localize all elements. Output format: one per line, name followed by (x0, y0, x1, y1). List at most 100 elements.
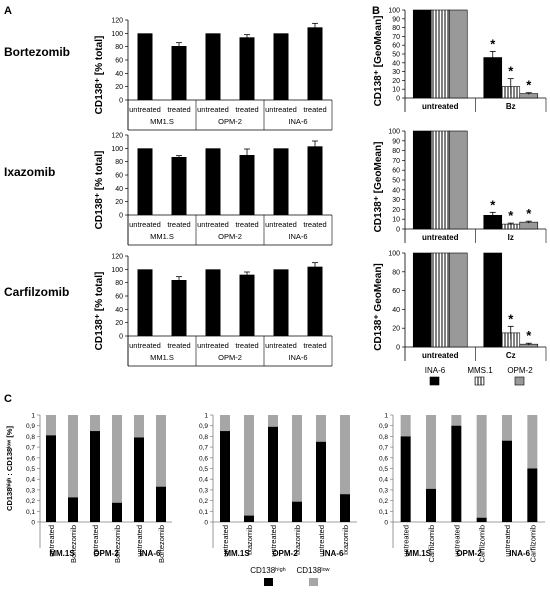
bar-cd138-low (400, 415, 411, 437)
bar (307, 266, 323, 336)
y-tick-label: 0 (31, 520, 35, 527)
condition-label: treated (303, 105, 326, 114)
bar-cd138-high (426, 488, 436, 522)
group-label: INA-6 (509, 549, 530, 558)
y-tick-label: 0,2 (26, 498, 35, 505)
y-tick-label: 0,4 (26, 477, 35, 484)
category-label: untreated (269, 525, 278, 557)
y-tick-label: 0,5 (26, 466, 35, 473)
y-tick-label: 100 (388, 8, 400, 15)
y-tick-label: 0,3 (199, 487, 208, 494)
y-tick-label: 30 (392, 69, 400, 76)
bar-cd138-high (156, 486, 166, 522)
bar-ina-6 (412, 9, 432, 99)
bar (239, 37, 255, 100)
y-tick-label: 80 (392, 269, 400, 276)
category-label: Carfilzomib (528, 525, 537, 563)
group-label: OPM-2 (93, 549, 119, 558)
y-tick-label: 0,7 (26, 445, 35, 452)
bar-cd138-low (46, 415, 56, 436)
y-tick-label: 40 (115, 71, 123, 78)
y-tick-label: 0,5 (199, 466, 208, 473)
y-tick-label: 20 (392, 326, 400, 333)
bar-cd138-high (316, 441, 326, 522)
condition-label: untreated (129, 341, 161, 350)
condition-label: treated (235, 341, 258, 350)
bar-cd138-high (476, 517, 487, 522)
y-tick-label: 90 (392, 16, 400, 23)
category-label: Bortezomib (69, 525, 78, 563)
y-tick-label: 40 (392, 60, 400, 67)
bar-cd138-low (476, 415, 487, 518)
bar-mms-1 (430, 130, 450, 230)
y-tick-label: 0,6 (379, 455, 388, 462)
y-tick-label: 20 (392, 207, 400, 214)
y-tick-label: 70 (392, 158, 400, 165)
y-tick-label: 0,3 (26, 487, 35, 494)
y-tick-label: 100 (388, 251, 400, 258)
y-tick-label: 0,9 (26, 423, 35, 430)
bar (239, 155, 255, 215)
y-tick-label: 80 (115, 280, 123, 287)
y-tick-label: 20 (392, 78, 400, 85)
y-tick-label: 100 (111, 31, 123, 38)
bar (205, 269, 221, 336)
condition-label: untreated (129, 220, 161, 229)
y-tick-label: 40 (115, 186, 123, 193)
y-tick-label: 10 (392, 87, 400, 94)
condition-label: untreated (265, 341, 297, 350)
y-tick-label: 120 (111, 18, 123, 25)
category-label: untreated (221, 525, 230, 557)
significance-star: * (490, 197, 496, 212)
row-title: Bortezomib (4, 45, 70, 59)
bar-cd138-high (46, 435, 56, 522)
y-tick-label: 120 (111, 133, 123, 140)
bar (171, 157, 187, 215)
group-label: INA-6 (288, 353, 307, 362)
y-tick-label: 0,4 (379, 477, 388, 484)
y-tick-label: 0 (396, 227, 400, 234)
y-tick-label: 80 (392, 25, 400, 32)
y-tick-label: 0,8 (379, 434, 388, 441)
category-label: Bortezomib (113, 525, 122, 563)
y-tick-label: 0,9 (379, 423, 388, 430)
condition-label: untreated (197, 220, 229, 229)
significance-star: * (490, 36, 496, 51)
condition-label: untreated (197, 341, 229, 350)
y-tick-label: 0,9 (199, 423, 208, 430)
row-title: Ixazomib (4, 165, 55, 179)
significance-star: * (508, 64, 514, 79)
y-tick-label: 90 (392, 138, 400, 145)
condition-label: treated (303, 220, 326, 229)
y-tick-label: 60 (115, 173, 123, 180)
group-label: MM1.S (150, 353, 174, 362)
significance-star: * (526, 206, 532, 221)
category-label: Carfilzomib (478, 525, 487, 563)
category-label: Ixazomib (245, 525, 254, 555)
category-label: Iz (508, 233, 514, 242)
bar (205, 148, 221, 215)
bar (273, 148, 289, 215)
bar-cd138-high (220, 431, 230, 522)
condition-label: untreated (197, 105, 229, 114)
bar-cd138-low (502, 415, 512, 441)
bar-cd138-low (134, 415, 144, 438)
y-tick-label: 60 (115, 294, 123, 301)
category-label: Bz (506, 102, 516, 111)
significance-star: * (526, 78, 532, 93)
y-tick-label: 100 (111, 267, 123, 274)
y-tick-label: 0,3 (379, 487, 388, 494)
bar-cd138-low (527, 415, 538, 469)
y-tick-label: 80 (115, 159, 123, 166)
y-tick-label: 0 (204, 520, 208, 527)
y-tick-label: 50 (392, 178, 400, 185)
bar (273, 269, 289, 336)
group-label: INA-6 (140, 549, 161, 558)
bar (205, 33, 221, 101)
panel-letter-c: C (4, 393, 12, 405)
bar-mms-1 (430, 252, 450, 348)
y-tick-label: 100 (388, 129, 400, 136)
condition-label: treated (303, 341, 326, 350)
bar-cd138-high (134, 437, 144, 522)
y-tick-label: 60 (392, 168, 400, 175)
